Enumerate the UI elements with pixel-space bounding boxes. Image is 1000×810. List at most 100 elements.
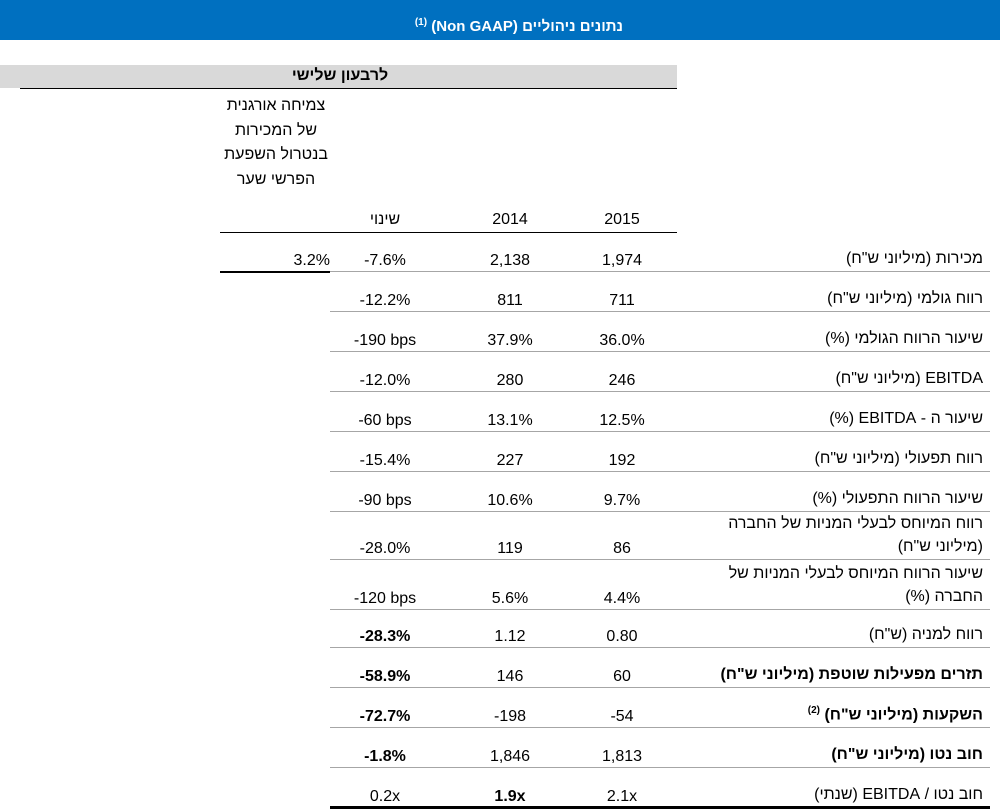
value-2014-text: 1,846 [489,748,531,765]
value-2014: 5.6% [440,590,580,608]
row-divider [330,431,990,432]
period-divider [20,88,677,89]
value-2015-text: 2.1x [606,788,638,805]
value-change-text: -15.4% [359,452,411,469]
value-2014: 10.6% [440,492,580,510]
value-2014-text: 811 [497,292,523,309]
page-title: נתונים ניהוליים (Non GAAP) (1) [415,17,623,35]
row-divider [330,351,990,352]
value-2014: 811 [440,292,580,310]
row-label: חוב נטו / EBITDA (שנתי) [683,783,983,806]
value-change: -58.9% [330,668,440,686]
value-2014: 280 [440,372,580,390]
row-label-text: שיעור ה - EBITDA (%) [829,410,983,427]
value-2015: 12.5% [560,412,684,430]
row-label: רווח תפעולי (מיליוני ש"ח) [683,447,983,470]
value-2015: 36.0% [560,332,684,350]
period-band [0,65,677,88]
value-2015: -54 [560,708,684,726]
row-label: רווח המיוחס לבעלי המניות של החברה (מיליו… [683,512,983,558]
row-label: שיעור הרווח התפעולי (%) [683,487,983,510]
value-2015-text: 12.5% [599,412,645,429]
row-divider [330,647,990,648]
value-change: -7.6% [330,252,440,270]
row-label-text: רווח תפעולי (מיליוני ש"ח) [814,450,983,467]
table-row: רווח גולמי (מיליוני ש"ח) 711 811 -12.2% [0,272,1000,312]
value-2014-text: 2,138 [489,252,531,269]
row-label-text: חוב נטו (מיליוני ש"ח) [831,746,983,763]
value-2014-text: 227 [496,452,524,469]
row-label-text: שיעור הרווח הגולמי (%) [825,330,983,347]
value-change-text: -190 bps [353,332,417,349]
row-label-text: רווח המיוחס לבעלי המניות של החברה (מיליו… [728,515,983,555]
value-2015: 86 [560,540,684,558]
value-2015: 0.80 [560,628,684,646]
header-2015: 2015 [604,211,640,228]
title-banner: נתונים ניהוליים (Non GAAP) (1) [0,0,1000,40]
table-row: EBITDA (מיליוני ש"ח) 246 280 -12.0% [0,352,1000,392]
row-label: רווח גולמי (מיליוני ש"ח) [683,287,983,310]
value-2014-text: 13.1% [487,412,533,429]
value-change: -90 bps [330,492,440,510]
value-change: -15.4% [330,452,440,470]
table-row: רווח המיוחס לבעלי המניות של החברה (מיליו… [0,512,1000,560]
value-change: -190 bps [330,332,440,350]
row-divider [330,687,990,688]
value-2014-text: -198 [493,708,527,725]
header-divider [220,232,677,233]
value-2015-text: 246 [608,372,636,389]
row-label-text: חוב נטו / EBITDA (שנתי) [814,786,983,803]
row-label: EBITDA (מיליוני ש"ח) [683,367,983,390]
value-change: -12.0% [330,372,440,390]
value-change-text: -12.0% [359,372,411,389]
row-label-text: השקעות (מיליוני ש"ח) [824,706,983,723]
row-label: שיעור הרווח המיוחס לבעלי המניות של החברה… [683,562,983,608]
value-2015: 4.4% [560,590,684,608]
value-2015-text: -54 [610,708,634,725]
table-row: שיעור ה - EBITDA (%) 12.5% 13.1% -60 bps [0,392,1000,432]
value-2014: 1.9x [440,788,580,806]
title-text: נתונים ניהוליים (Non GAAP) [431,18,623,35]
table-row: שיעור הרווח המיוחס לבעלי המניות של החברה… [0,560,1000,610]
value-2015: 1,813 [560,748,684,766]
value-2014: 13.1% [440,412,580,430]
value-2014-text: 1.12 [494,628,526,645]
row-divider [330,311,990,312]
table-row: תזרים מפעילות שוטפת (מיליוני ש"ח) 60 146 -5… [0,648,1000,688]
title-footnote: (1) [414,17,428,28]
header-organic-growth: צמיחה אורגנית של המכירות בנטרול השפעת הפ… [224,97,328,188]
value-2014: 119 [440,540,580,558]
value-change: -120 bps [330,590,440,608]
value-change-text: -90 bps [358,492,412,509]
row-label-text: רווח גולמי (מיליוני ש"ח) [827,290,983,307]
value-change-text: -28.0% [359,540,411,557]
value-change: -28.0% [330,540,440,558]
value-2014: 1.12 [440,628,580,646]
row-label-text: תזרים מפעילות שוטפת (מיליוני ש"ח) [720,666,983,683]
row-divider [330,609,990,610]
value-change: 0.2x [330,788,440,806]
value-2014-text: 119 [497,540,523,557]
table-row: מכירות (מיליוני ש"ח) 1,974 2,138 -7.6% 3.2% [0,232,1000,272]
value-change: -60 bps [330,412,440,430]
value-2015: 60 [560,668,684,686]
value-change-text: -72.7% [359,708,411,725]
row-divider [330,471,990,472]
row-label: רווח למניה (ש"ח) [683,623,983,646]
value-2015: 9.7% [560,492,684,510]
row-divider [330,271,990,272]
value-2015-text: 711 [609,292,635,309]
row-label-text: רווח למניה (ש"ח) [868,626,983,643]
row-label-text: שיעור הרווח התפעולי (%) [812,490,983,507]
value-change-text: -7.6% [364,252,406,269]
table-row: חוב נטו / EBITDA (שנתי) 2.1x 1.9x 0.2x [0,768,1000,809]
row-label-text: EBITDA (מיליוני ש"ח) [835,370,983,387]
value-2014: 227 [440,452,580,470]
value-2015: 192 [560,452,684,470]
header-change: שינוי [369,211,401,228]
value-2015-text: 9.7% [603,492,641,509]
row-divider [330,391,990,392]
table-row: השקעות (מיליוני ש"ח) (2) -54 -198 -72.7% [0,688,1000,728]
table-row: שיעור הרווח התפעולי (%) 9.7% 10.6% -90 bps [0,472,1000,512]
value-2015: 711 [560,292,684,310]
